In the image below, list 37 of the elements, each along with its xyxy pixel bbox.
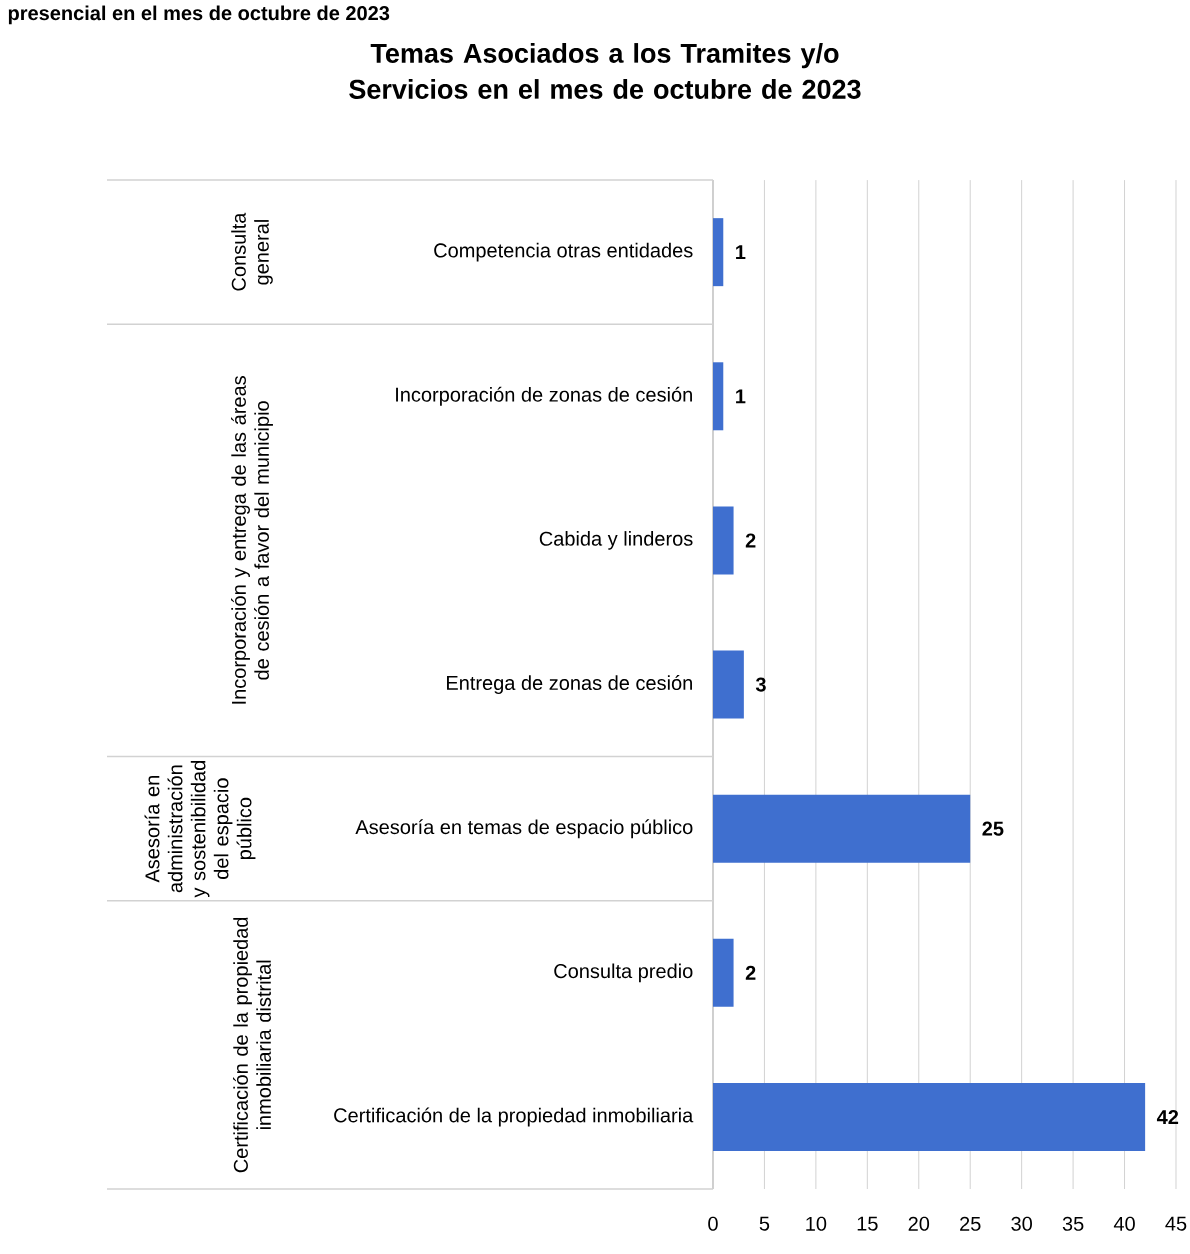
bar — [712, 218, 724, 287]
x-tick-label: 0 — [708, 1216, 718, 1231]
x-tick-label: 30 — [1011, 1216, 1032, 1231]
data-label: 2 — [745, 533, 756, 548]
bar — [712, 938, 734, 1007]
y-tick-label: Consulta predio — [554, 963, 693, 983]
y-tick-label: Certificación de la propiedad inmobiliaria — [333, 1107, 694, 1127]
text: Certificación de la propiedad inmobiliaria distrital — [232, 917, 271, 1173]
data-label: 3 — [755, 677, 766, 692]
x-tick-label: 5 — [759, 1216, 769, 1231]
y-tick-label: Asesoría en temas de espacio público — [355, 819, 693, 839]
y-tick-label: Incorporación de zonas de cesión — [395, 386, 692, 406]
chart-title: Temas Asociados a los Tramites y/o Servicios en el mes de octubre de 2023 — [348, 43, 861, 99]
x-tick-label: 10 — [806, 1216, 826, 1231]
x-tick-label: 35 — [1062, 1216, 1084, 1231]
data-label: 42 — [1156, 1109, 1178, 1124]
x-tick-label: 25 — [959, 1216, 981, 1231]
text: Consulta general — [230, 212, 273, 291]
data-label: 25 — [982, 821, 1004, 836]
x-tick-label: 40 — [1113, 1216, 1135, 1231]
text: Asesoría en administración y sostenibilidad del espacio público — [144, 761, 256, 898]
data-label: 1 — [735, 245, 746, 260]
bar — [712, 1082, 1145, 1151]
bar — [712, 506, 734, 575]
x-tick-label: 45 — [1165, 1216, 1187, 1231]
y-tick-label: Competencia otras entidades — [433, 242, 693, 262]
text: Incorporación y entrega de las áreas de cesión a favor del municipio — [230, 376, 273, 704]
bar — [712, 650, 744, 719]
data-label: 1 — [735, 389, 746, 404]
x-tick-label: 15 — [857, 1216, 878, 1231]
data-label: 2 — [745, 965, 756, 980]
bar — [712, 362, 724, 431]
bar — [712, 794, 970, 863]
text: presencial en el mes de octubre de 2023 — [8, 5, 389, 25]
x-tick-label: 20 — [908, 1216, 929, 1231]
y-tick-label: Cabida y linderos — [539, 531, 693, 550]
y-tick-label: Entrega de zonas de cesión — [446, 675, 692, 694]
